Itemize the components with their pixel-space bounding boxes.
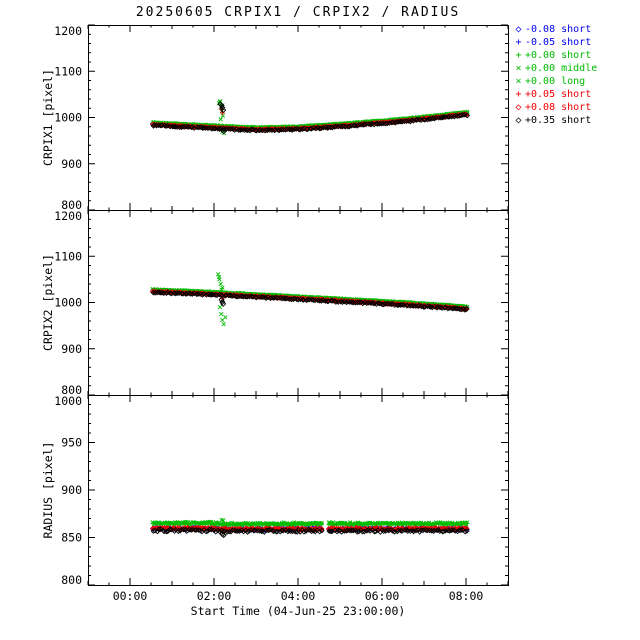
cross-marker-icon: × <box>515 76 522 87</box>
legend-label: +0.35 short <box>525 115 592 126</box>
legend-item: × +0.00 middle <box>512 62 597 75</box>
axis-ticks-RADIUS <box>87 394 509 586</box>
series-markers-+0.00 long <box>150 519 470 527</box>
legend-label: +0.08 short <box>525 102 592 113</box>
legend-item: ◇ -0.08 short <box>512 23 597 36</box>
y-tick-label: 900 <box>61 342 82 356</box>
y-tick-label: 1100 <box>54 249 82 263</box>
cross-marker-icon: × <box>515 63 522 74</box>
legend-label: +0.05 short <box>525 89 592 100</box>
y-axis-title-RADIUS: RADIUS [pixel] <box>41 442 55 539</box>
x-tick-label: 08:00 <box>449 589 484 603</box>
legend-item: × +0.00 long <box>512 75 597 88</box>
y-tick-label: 800 <box>61 383 82 397</box>
x-tick-label: 04:00 <box>281 589 316 603</box>
y-tick-label: 800 <box>61 573 82 587</box>
y-tick-label: 950 <box>61 436 82 450</box>
y-tick-label: 1000 <box>54 296 82 310</box>
plus-marker-icon: + <box>515 89 522 100</box>
y-tick-label: 1000 <box>54 111 82 125</box>
diamond-marker-icon: ◇ <box>515 102 522 113</box>
legend-item: ◇ +0.35 short <box>512 114 597 127</box>
legend-item: + +0.00 short <box>512 49 597 62</box>
y-tick-label: 1200 <box>54 209 82 223</box>
plus-marker-icon: + <box>515 50 522 61</box>
diamond-marker-icon: ◇ <box>515 24 522 35</box>
legend-label: +0.00 long <box>525 76 586 87</box>
y-tick-label: 900 <box>61 157 82 171</box>
x-tick-label: 06:00 <box>365 589 400 603</box>
y-tick-label: 1200 <box>54 24 82 38</box>
y-tick-label: 1100 <box>54 64 82 78</box>
panel-border-RADIUS <box>88 395 509 586</box>
legend-label: -0.08 short <box>525 24 592 35</box>
series-markers-+0.35 short <box>150 289 470 313</box>
legend-item: + +0.05 short <box>512 88 597 101</box>
y-tick-label: 1000 <box>54 394 82 408</box>
legend-item: ◇ +0.08 short <box>512 101 597 114</box>
legend-item: + -0.05 short <box>512 36 597 49</box>
y-tick-label: 800 <box>61 198 82 212</box>
legend-label: -0.05 short <box>525 37 592 48</box>
x-tick-label: 02:00 <box>197 589 232 603</box>
legend-label: +0.00 short <box>525 50 592 61</box>
diamond-marker-icon: ◇ <box>515 115 522 126</box>
x-axis-title: Start Time (04-Jun-25 23:00:00) <box>191 604 406 618</box>
series-markers-+0.35 short <box>150 101 471 135</box>
legend: ◇ -0.08 short + -0.05 short + +0.00 short ×… <box>512 23 597 127</box>
plus-marker-icon: + <box>515 37 522 48</box>
legend-label: +0.00 middle <box>525 63 598 74</box>
y-axis-title-CRPIX2: CRPIX2 [pixel] <box>41 254 55 351</box>
y-axis-title-CRPIX1: CRPIX1 [pixel] <box>41 69 55 166</box>
series-markers-+0.35 short <box>150 526 470 539</box>
y-tick-label: 850 <box>61 531 82 545</box>
axis-ticks-CRPIX2 <box>87 209 509 396</box>
x-tick-label: 00:00 <box>113 589 148 603</box>
y-tick-label: 900 <box>61 483 82 497</box>
chart-title: 20250605 CRPIX1 / CRPIX2 / RADIUS <box>135 5 461 20</box>
